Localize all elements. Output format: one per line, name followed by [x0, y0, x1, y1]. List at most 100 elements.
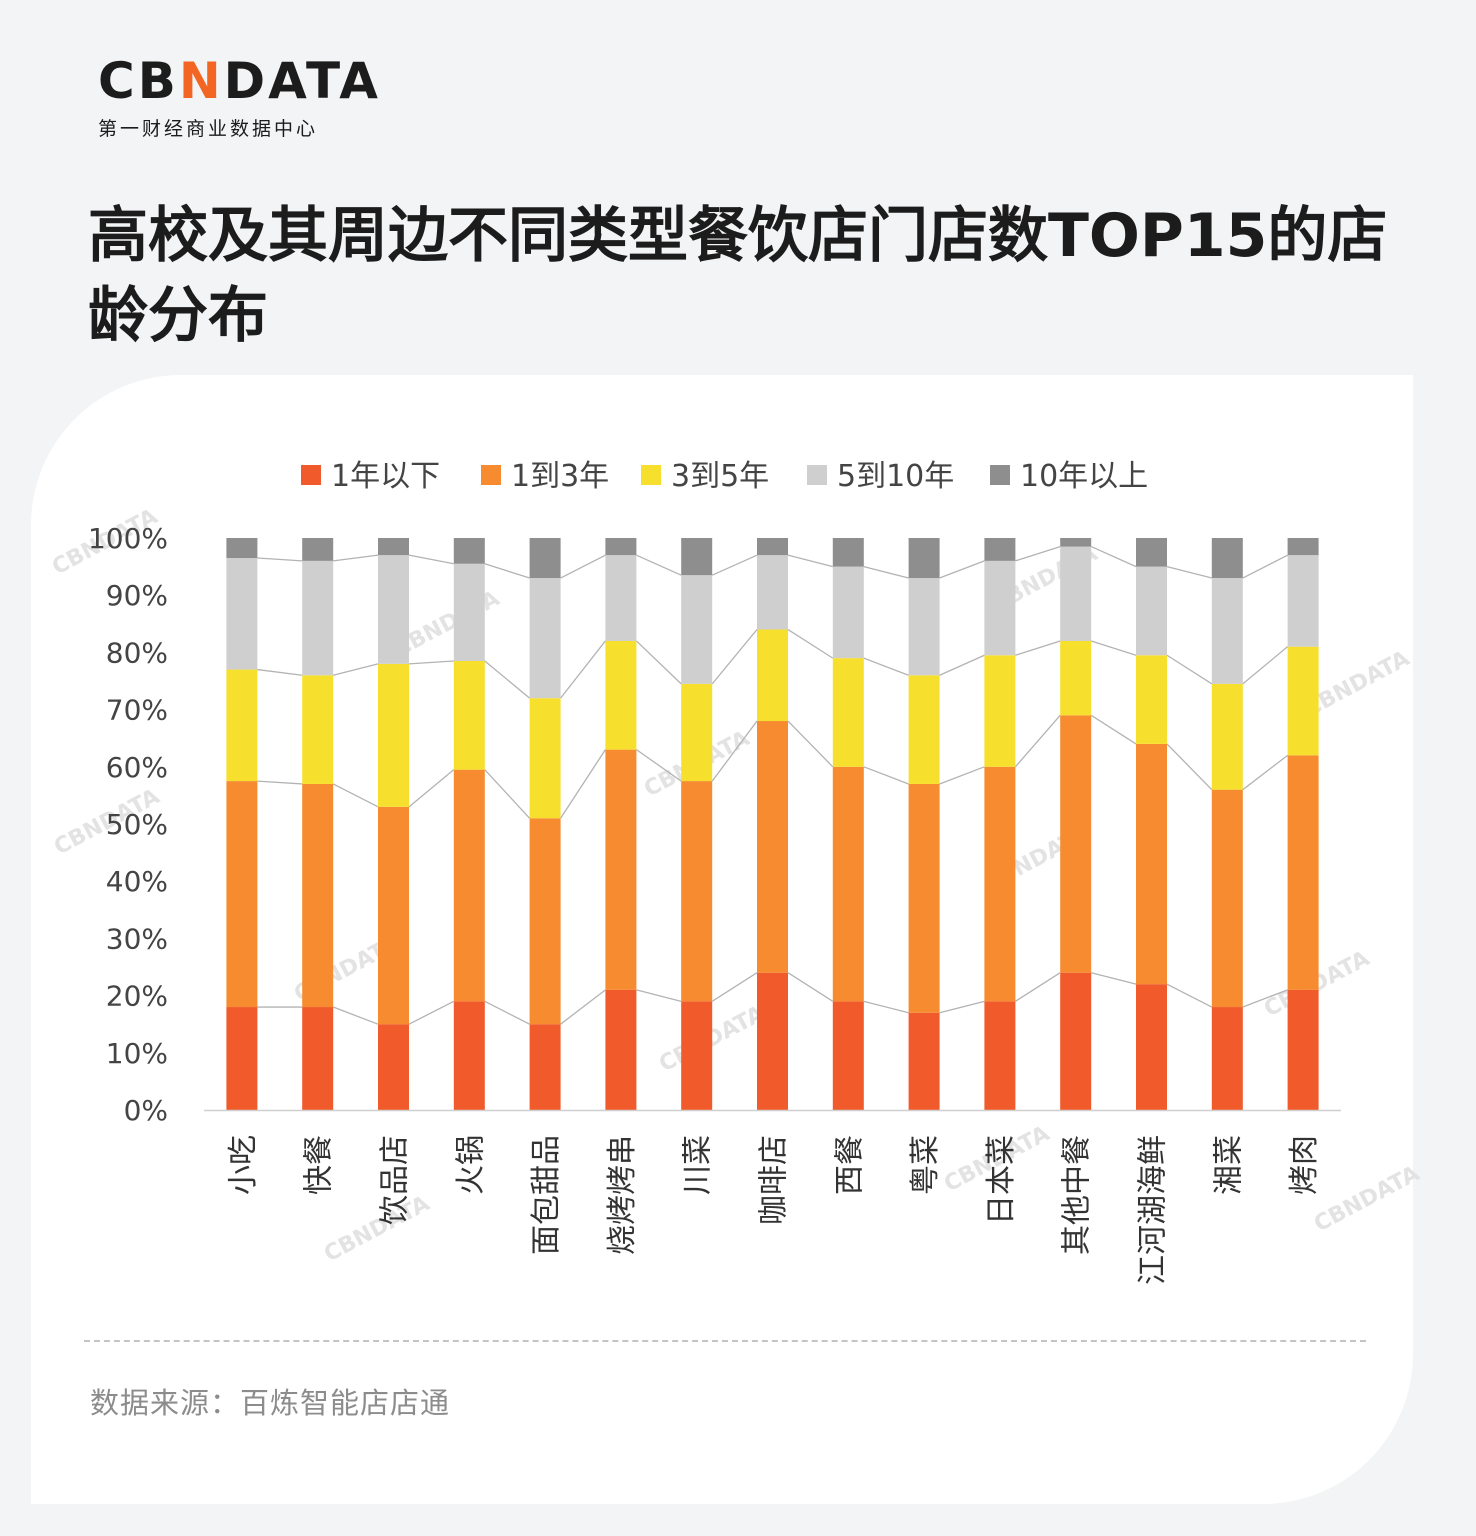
bar-segment [378, 1024, 409, 1110]
page-title: 高校及其周边不同类型餐饮店门店数TOP15的店龄分布 [88, 201, 1388, 351]
series-line [332, 783, 379, 808]
bar-segment [984, 655, 1016, 767]
bar-segment [1287, 646, 1319, 756]
bar-segment [908, 783, 940, 1013]
bar-segment [757, 629, 788, 722]
series-line [332, 1006, 379, 1025]
series-line [408, 769, 455, 808]
legend-swatch [807, 465, 827, 485]
bar-segment [605, 749, 637, 990]
x-category-label: 快餐 [302, 1135, 337, 1195]
bar-segment [605, 640, 637, 750]
series-line [1014, 714, 1061, 768]
bar-segment [529, 578, 561, 699]
series-line [863, 565, 909, 579]
bar-segment [1136, 655, 1167, 744]
x-category-label: 西餐 [832, 1135, 867, 1195]
x-category-label: 川菜 [681, 1135, 716, 1195]
bar-segment [1287, 538, 1319, 556]
bar-segment [378, 538, 409, 556]
bar-segment [681, 1001, 713, 1110]
bar-segment [1136, 538, 1167, 567]
x-category-label: 湘菜 [1211, 1135, 1246, 1195]
series-line [257, 780, 303, 785]
series-line [787, 628, 834, 659]
series-line [787, 972, 834, 1002]
legend-swatch [990, 465, 1010, 485]
bar-segment [1136, 566, 1167, 656]
legend-label: 1到3年 [511, 459, 609, 494]
legend-label: 5到10年 [837, 459, 954, 494]
bar-segment [832, 538, 864, 567]
bar-segment [908, 578, 940, 676]
series-line [711, 720, 758, 782]
series-line [1015, 972, 1061, 1002]
brand-logo: CBNDATA 第一财经商业数据中心 [98, 52, 381, 141]
bar-segment [226, 781, 258, 1008]
y-tick-label: 30% [106, 922, 168, 955]
series-line [408, 554, 454, 565]
logo-wordmark: CBNDATA [98, 52, 381, 110]
series-line [1091, 972, 1137, 985]
bar-segment [378, 555, 409, 664]
legend-swatch [481, 465, 501, 485]
legend-label: 3到5年 [671, 459, 769, 494]
series-line [1090, 714, 1137, 745]
series-line [1015, 545, 1061, 562]
series-line [333, 663, 379, 676]
bar-segment [1211, 578, 1243, 684]
bar-segment [984, 766, 1016, 1002]
bar-segment [529, 538, 561, 579]
x-category-label: 咖啡店 [757, 1135, 792, 1225]
x-category-label: 火锅 [453, 1135, 488, 1195]
x-category-label: 烤肉 [1287, 1135, 1322, 1195]
bar-segment [681, 781, 713, 1002]
series-line [560, 554, 606, 579]
series-line [1091, 640, 1137, 656]
bar-segment [1060, 538, 1092, 547]
bar-segment [302, 1007, 334, 1110]
x-category-label: 粤菜 [908, 1135, 943, 1195]
series-line [1166, 565, 1212, 579]
series-line [636, 749, 682, 782]
bar-segment [453, 538, 485, 564]
bar-segment [1136, 984, 1167, 1110]
x-category-label: 饮品店 [378, 1135, 413, 1225]
series-line [787, 720, 834, 768]
bar-segment [1211, 789, 1243, 1008]
bar-segment [908, 675, 940, 784]
y-tick-label: 60% [106, 751, 168, 784]
bar-segment [529, 698, 561, 819]
bar-segment [1060, 972, 1092, 1110]
bar-segment [226, 558, 258, 670]
bar-segment [453, 1001, 485, 1110]
bar-segment [226, 1007, 258, 1110]
legend-label: 10年以上 [1020, 459, 1148, 494]
series-line [1166, 983, 1213, 1008]
legend-label: 1年以下 [331, 459, 440, 494]
bar-segment [453, 660, 485, 770]
bar-segment [832, 766, 864, 1002]
y-tick-label: 10% [106, 1037, 168, 1070]
y-tick-label: 50% [106, 808, 168, 841]
bar-segment [1211, 1007, 1243, 1110]
bar-segment [757, 538, 788, 556]
series-line [1090, 545, 1137, 568]
x-category-label: 小吃 [226, 1135, 261, 1195]
chart-card [31, 375, 1413, 1504]
series-line [560, 640, 606, 699]
series-line [863, 1000, 909, 1014]
bar-segment [529, 818, 561, 1025]
bar-segment [757, 555, 788, 630]
bar-segment [1287, 555, 1319, 647]
series-line [1166, 743, 1213, 791]
series-line [560, 749, 606, 819]
x-category-label: 其他中餐 [1060, 1135, 1095, 1255]
bar-segment [378, 663, 409, 807]
bar-segment [302, 675, 334, 784]
series-line [560, 989, 606, 1025]
series-line [711, 972, 758, 1002]
data-source: 数据来源：百炼智能店店通 [90, 1386, 451, 1420]
series-line [1242, 646, 1289, 685]
bar-segment [757, 721, 788, 973]
